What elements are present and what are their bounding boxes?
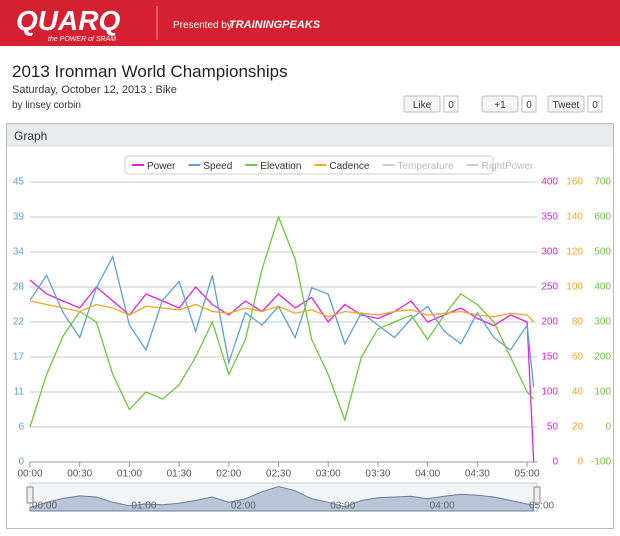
navigator-tick-label: 04:00 (430, 501, 455, 512)
y-tick-label: 0 (18, 457, 24, 468)
social-count: 0 (592, 100, 598, 111)
social-button[interactable] (403, 95, 441, 113)
navigator-handle[interactable] (26, 486, 34, 504)
y-tick-label: 400 (541, 177, 558, 188)
y-tick-label: 0 (605, 422, 611, 433)
y-tick-label: 400 (594, 282, 611, 293)
navigator-tick-label: 02:00 (231, 501, 256, 512)
x-tick-label: 02:30 (266, 469, 291, 480)
series-line (29, 279, 535, 463)
y-tick-label: 500 (594, 247, 611, 258)
page-subtitle: Saturday, October 12, 2013 : Bike (12, 84, 177, 96)
y-tick-label: 80 (572, 317, 584, 328)
x-tick-label: 03:30 (365, 469, 390, 480)
y-tick-label: 50 (547, 422, 559, 433)
legend-box (124, 155, 494, 175)
sponsor: TRAININGPEAKS (229, 19, 321, 31)
x-tick-label: 00:00 (17, 469, 42, 480)
social-count-box (521, 95, 537, 113)
presented-by: Presented by (173, 20, 232, 31)
y-tick-label: 0 (577, 457, 583, 468)
navigator-tick-label: 01:00 (131, 501, 156, 512)
series-line (29, 300, 535, 323)
navigator-handle[interactable] (533, 486, 541, 504)
logo: QUARQ (16, 5, 120, 36)
y-tick-label: 100 (541, 387, 558, 398)
chart: 0611172228343945050100150200250300350400… (10, 150, 611, 526)
legend-label[interactable]: Temperature (397, 161, 454, 172)
legend-label[interactable]: Cadence (329, 161, 369, 172)
x-tick-label: 04:30 (465, 469, 490, 480)
legend-label[interactable]: Elevation (260, 161, 301, 172)
legend-label[interactable]: Speed (203, 161, 232, 172)
page-author: by linsey corbin (12, 100, 81, 111)
y-tick-label: 100 (594, 387, 611, 398)
y-tick-label: 300 (541, 247, 558, 258)
y-tick-label: 11 (14, 387, 25, 398)
panel-title: Graph (14, 129, 47, 143)
x-tick-label: 04:00 (415, 469, 440, 480)
y-tick-label: 17 (13, 352, 25, 363)
y-tick-label: 20 (572, 422, 584, 433)
social-label[interactable]: +1 (494, 100, 506, 111)
y-tick-label: 28 (13, 282, 25, 293)
x-tick-label: 03:00 (316, 469, 341, 480)
x-tick-label: 00:30 (67, 469, 92, 480)
series-line (29, 215, 535, 428)
y-tick-label: 250 (541, 282, 558, 293)
y-tick-label: 6 (18, 422, 24, 433)
y-tick-label: 200 (594, 352, 611, 363)
navigator-area (29, 485, 535, 512)
y-tick-label: 600 (594, 212, 611, 223)
series-line (29, 254, 535, 388)
y-tick-label: 350 (541, 212, 558, 223)
social-count-box (587, 95, 603, 113)
y-tick-label: 700 (594, 177, 611, 188)
social-label[interactable]: Tweet (553, 100, 580, 111)
social-button[interactable] (547, 95, 585, 113)
social-label[interactable]: Like (413, 100, 432, 111)
panel-header (7, 124, 613, 147)
y-tick-label: 22 (13, 317, 25, 328)
page-title: 2013 Ironman World Championships (12, 62, 288, 81)
y-tick-label: 120 (566, 247, 583, 258)
y-tick-label: 140 (566, 212, 583, 223)
y-tick-label: 200 (541, 317, 558, 328)
logo-tagline: the POWER of SRAM (48, 36, 116, 43)
social-count-box (443, 95, 459, 113)
y-tick-label: 39 (13, 212, 25, 223)
header-bar (0, 0, 620, 46)
x-tick-label: 01:30 (167, 469, 192, 480)
plot-background (10, 150, 610, 526)
x-tick-label: 01:00 (117, 469, 142, 480)
y-tick-label: 60 (572, 352, 584, 363)
x-tick-label: 02:00 (216, 469, 241, 480)
navigator-tick-label: 00:00 (32, 501, 57, 512)
y-tick-label: 40 (572, 387, 584, 398)
y-tick-label: 100 (566, 282, 583, 293)
x-tick-label: 05:00 (515, 469, 540, 480)
navigator-tick-label: 03:00 (330, 501, 355, 512)
y-tick-label: 34 (13, 247, 25, 258)
y-tick-label: 0 (552, 457, 558, 468)
legend-label[interactable]: Power (147, 161, 176, 172)
legend-label[interactable]: RightPower (482, 161, 534, 172)
social-count: 0 (526, 100, 532, 111)
social-button[interactable] (481, 95, 519, 113)
social-bar: Like 0 +1 0 Tweet 0 (403, 95, 603, 113)
navigator-tick-label: 05:00 (529, 501, 554, 512)
y-tick-label: -100 (591, 457, 611, 468)
y-tick-label: 300 (594, 317, 611, 328)
y-tick-label: 160 (566, 177, 583, 188)
social-count: 0 (448, 100, 454, 111)
y-tick-label: 150 (541, 352, 558, 363)
y-tick-label: 45 (13, 177, 25, 188)
